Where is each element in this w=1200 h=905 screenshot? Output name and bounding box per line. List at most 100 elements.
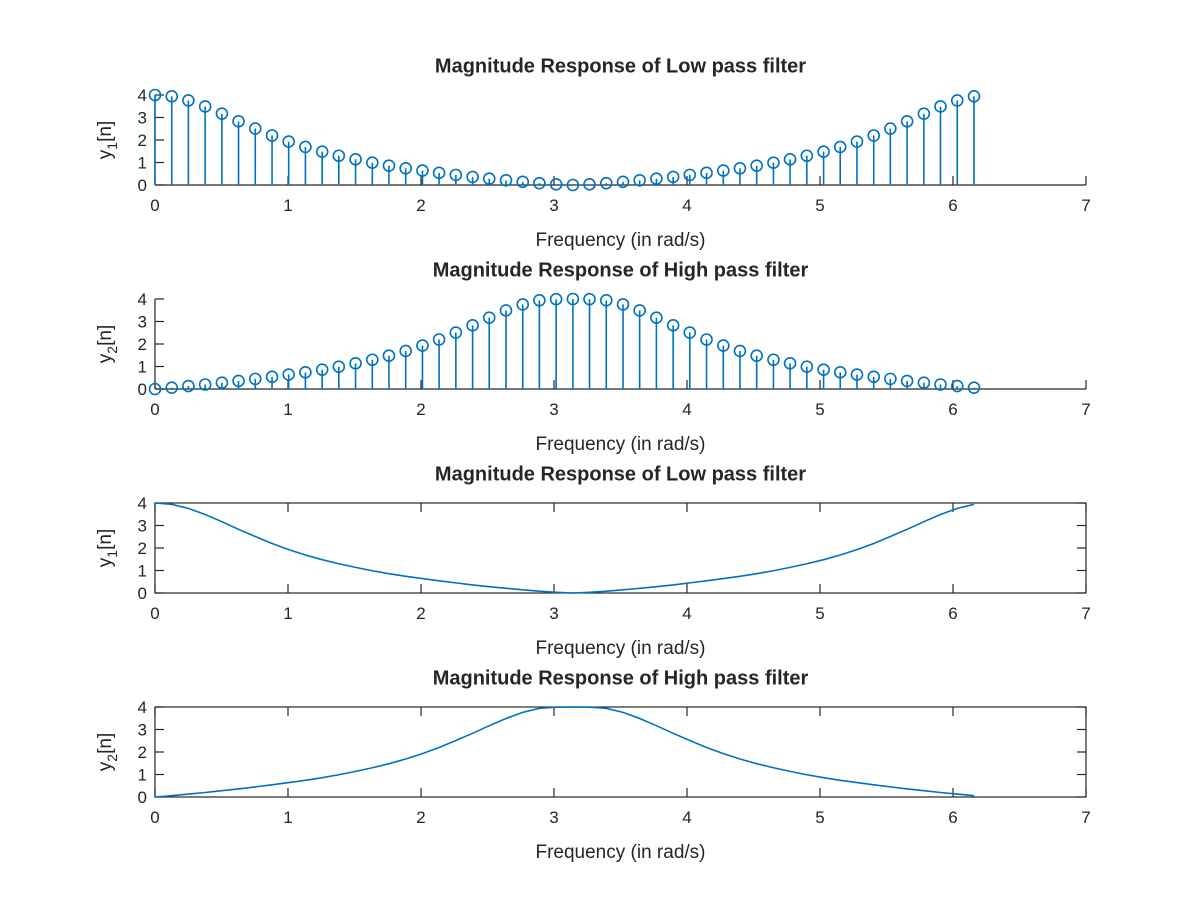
x-tick-label: 0 bbox=[150, 196, 159, 215]
y-tick-label: 0 bbox=[138, 380, 147, 399]
y-tick-label: 4 bbox=[138, 494, 147, 513]
series-line bbox=[154, 706, 975, 798]
x-tick-label: 2 bbox=[416, 196, 425, 215]
x-tick-label: 4 bbox=[682, 808, 691, 827]
y-axis-label-rest: [n] bbox=[95, 325, 116, 346]
stem-marker bbox=[533, 176, 546, 190]
x-tick-label: 5 bbox=[815, 400, 824, 419]
x-tick-label: 4 bbox=[682, 604, 691, 623]
stem-marker bbox=[616, 298, 630, 311]
stem-marker bbox=[867, 129, 881, 142]
y-tick-label: 1 bbox=[138, 154, 147, 173]
axes-box bbox=[154, 706, 1087, 798]
x-tick-label: 6 bbox=[948, 604, 957, 623]
x-tick-label: 2 bbox=[416, 808, 425, 827]
x-tick-label: 1 bbox=[283, 808, 292, 827]
y-tick-label: 1 bbox=[138, 358, 147, 377]
stem-marker bbox=[733, 162, 747, 175]
stem-marker bbox=[700, 333, 713, 346]
x-tick-label: 2 bbox=[416, 604, 425, 623]
stem-marker bbox=[533, 294, 546, 307]
stem-marker bbox=[382, 349, 396, 363]
y-axis-label-sub: 1 bbox=[104, 142, 120, 150]
y-axis-label-sub: 1 bbox=[104, 550, 120, 558]
stem-marker bbox=[382, 159, 396, 172]
stem-marker bbox=[950, 94, 964, 107]
stem-marker bbox=[650, 172, 663, 185]
subplot-2: Magnitude Response of High pass filter 0 1… bbox=[95, 259, 1091, 455]
x-tick-label: 4 bbox=[682, 196, 691, 215]
stem-marker bbox=[399, 344, 413, 358]
stem-marker bbox=[800, 149, 814, 163]
stem-marker bbox=[332, 360, 346, 374]
stem-marker bbox=[265, 370, 279, 384]
x-tick-label: 3 bbox=[549, 808, 558, 827]
y-tick-label: 2 bbox=[138, 335, 147, 354]
stem-marker bbox=[850, 368, 864, 381]
subplot-4: Magnitude Response of High pass filter 0 1… bbox=[95, 667, 1091, 863]
stem-marker bbox=[466, 319, 479, 332]
y-tick-label: 3 bbox=[138, 517, 147, 536]
plot-title: Magnitude Response of Low pass filter bbox=[435, 55, 806, 77]
stem-marker bbox=[248, 122, 262, 135]
stem-marker bbox=[666, 319, 680, 332]
stem-marker bbox=[683, 326, 697, 339]
stem-marker bbox=[165, 90, 179, 103]
y-axis-label-rest: [n] bbox=[95, 529, 116, 550]
x-axis-label: Frequency (in rad/s) bbox=[535, 434, 705, 455]
stem-marker bbox=[650, 311, 663, 324]
stem-marker bbox=[499, 173, 513, 187]
stem-marker bbox=[516, 175, 530, 189]
stem-marker bbox=[148, 382, 162, 396]
y-axis-label: y1[n] bbox=[95, 121, 120, 159]
stem-marker bbox=[934, 378, 947, 391]
stem-marker bbox=[700, 166, 713, 180]
stem-marker bbox=[750, 349, 763, 363]
stem-marker bbox=[449, 168, 463, 182]
y-axis-label-rest: [n] bbox=[95, 121, 116, 142]
y-axis-label-base: y bbox=[95, 149, 116, 159]
subplot-3: Magnitude Response of Low pass filter 0 1 2… bbox=[95, 463, 1091, 659]
y-tick-label: 0 bbox=[138, 176, 147, 195]
y-tick-label: 1 bbox=[138, 766, 147, 785]
stem-marker bbox=[867, 370, 881, 384]
stem-marker bbox=[850, 135, 864, 148]
stem-marker bbox=[633, 304, 646, 317]
stem-marker bbox=[432, 166, 446, 180]
plot-title: Magnitude Response of Low pass filter bbox=[435, 463, 806, 485]
y-axis-label-rest: [n] bbox=[95, 733, 116, 754]
stem-marker bbox=[967, 90, 981, 103]
x-tick-label: 0 bbox=[150, 604, 159, 623]
stem-marker bbox=[215, 107, 229, 120]
x-tick-label: 7 bbox=[1081, 400, 1090, 419]
y-tick-label: 2 bbox=[138, 539, 147, 558]
stem-marker bbox=[299, 140, 312, 154]
subplot-1: Magnitude Response of Low pass filter 0 1 2… bbox=[95, 55, 1091, 251]
stem-marker bbox=[232, 374, 245, 388]
x-tick-label: 2 bbox=[416, 400, 425, 419]
stem-marker bbox=[566, 292, 580, 306]
y-tick-label: 4 bbox=[138, 86, 147, 105]
stem-marker bbox=[833, 140, 847, 154]
x-tick-label: 1 bbox=[283, 196, 292, 215]
stem-marker bbox=[717, 164, 730, 177]
stem-marker bbox=[683, 168, 697, 182]
stem-marker bbox=[265, 129, 279, 142]
stem-marker bbox=[950, 379, 964, 393]
stem-marker bbox=[215, 376, 229, 390]
stem-marker bbox=[416, 164, 429, 177]
stem-marker bbox=[366, 156, 379, 170]
stem-marker bbox=[466, 170, 479, 184]
stem-marker bbox=[549, 178, 563, 191]
stem-marker bbox=[583, 292, 596, 306]
y-tick-label: 3 bbox=[138, 109, 147, 128]
stem-marker bbox=[817, 363, 830, 376]
y-axis-label-sub: 2 bbox=[104, 346, 120, 354]
stem-marker bbox=[917, 107, 931, 120]
stem-marker bbox=[198, 100, 212, 113]
stem-marker bbox=[833, 366, 847, 379]
y-axis-label-base: y bbox=[95, 557, 116, 567]
stem-marker bbox=[232, 115, 245, 128]
stem-marker bbox=[750, 159, 763, 172]
